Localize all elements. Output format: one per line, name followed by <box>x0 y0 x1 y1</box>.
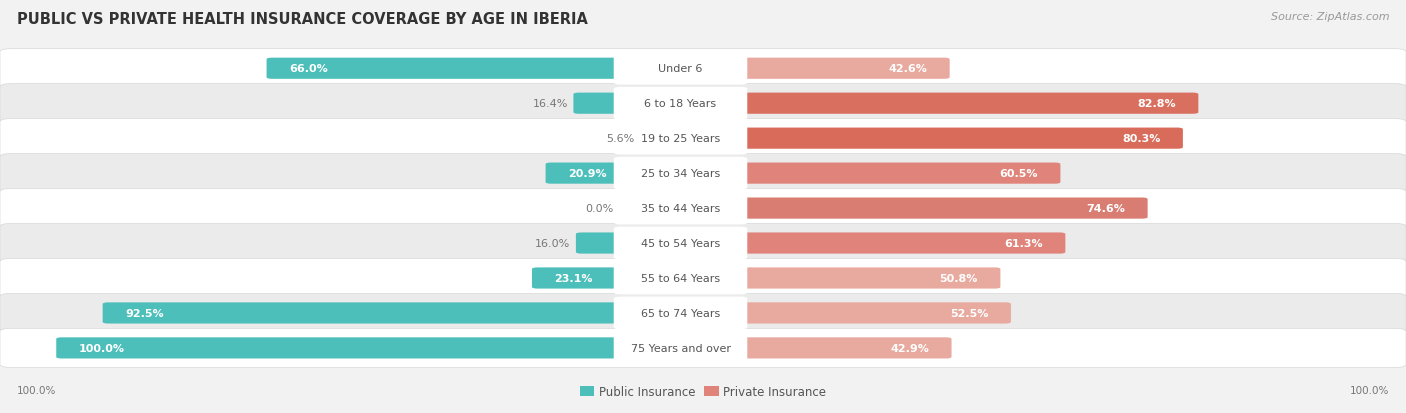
FancyBboxPatch shape <box>0 154 1406 193</box>
FancyBboxPatch shape <box>675 59 949 80</box>
FancyBboxPatch shape <box>0 84 1406 123</box>
FancyBboxPatch shape <box>267 59 686 80</box>
FancyBboxPatch shape <box>614 192 748 225</box>
Text: 50.8%: 50.8% <box>939 273 979 283</box>
Text: 65 to 74 Years: 65 to 74 Years <box>641 308 720 318</box>
Text: 19 to 25 Years: 19 to 25 Years <box>641 134 720 144</box>
Text: 6 to 18 Years: 6 to 18 Years <box>644 99 717 109</box>
Text: 82.8%: 82.8% <box>1137 99 1175 109</box>
Text: 42.6%: 42.6% <box>889 64 927 74</box>
Text: Under 6: Under 6 <box>658 64 703 74</box>
Text: 66.0%: 66.0% <box>290 64 328 74</box>
FancyBboxPatch shape <box>0 329 1406 368</box>
FancyBboxPatch shape <box>546 163 686 184</box>
FancyBboxPatch shape <box>675 303 1011 324</box>
FancyBboxPatch shape <box>675 337 952 358</box>
Text: 0.0%: 0.0% <box>585 204 614 214</box>
Text: 23.1%: 23.1% <box>554 273 593 283</box>
FancyBboxPatch shape <box>675 93 1198 114</box>
Text: 60.5%: 60.5% <box>1000 169 1038 179</box>
FancyBboxPatch shape <box>531 268 686 289</box>
FancyBboxPatch shape <box>576 233 686 254</box>
Text: 75 Years and over: 75 Years and over <box>630 343 731 353</box>
FancyBboxPatch shape <box>675 198 1147 219</box>
FancyBboxPatch shape <box>614 88 748 120</box>
Text: 5.6%: 5.6% <box>606 134 634 144</box>
FancyBboxPatch shape <box>614 262 748 294</box>
Text: Source: ZipAtlas.com: Source: ZipAtlas.com <box>1271 12 1389 22</box>
FancyBboxPatch shape <box>675 268 1001 289</box>
FancyBboxPatch shape <box>614 332 748 364</box>
Text: 35 to 44 Years: 35 to 44 Years <box>641 204 720 214</box>
Text: 45 to 54 Years: 45 to 54 Years <box>641 238 720 249</box>
Text: 42.9%: 42.9% <box>890 343 929 353</box>
Text: 100.0%: 100.0% <box>79 343 125 353</box>
FancyBboxPatch shape <box>614 157 748 190</box>
Text: 61.3%: 61.3% <box>1004 238 1043 249</box>
Text: 16.4%: 16.4% <box>533 99 568 109</box>
FancyBboxPatch shape <box>614 53 748 85</box>
FancyBboxPatch shape <box>0 50 1406 88</box>
Text: 100.0%: 100.0% <box>1350 385 1389 395</box>
FancyBboxPatch shape <box>675 233 1066 254</box>
Text: 92.5%: 92.5% <box>125 308 163 318</box>
Text: 74.6%: 74.6% <box>1087 204 1125 214</box>
Text: 55 to 64 Years: 55 to 64 Years <box>641 273 720 283</box>
FancyBboxPatch shape <box>614 227 748 260</box>
Text: 25 to 34 Years: 25 to 34 Years <box>641 169 720 179</box>
FancyBboxPatch shape <box>0 259 1406 298</box>
Legend: Public Insurance, Private Insurance: Public Insurance, Private Insurance <box>575 381 831 403</box>
FancyBboxPatch shape <box>103 303 686 324</box>
FancyBboxPatch shape <box>614 123 748 155</box>
FancyBboxPatch shape <box>56 337 686 358</box>
FancyBboxPatch shape <box>640 128 686 150</box>
FancyBboxPatch shape <box>614 297 748 330</box>
Text: 80.3%: 80.3% <box>1122 134 1160 144</box>
Text: 100.0%: 100.0% <box>17 385 56 395</box>
Text: 52.5%: 52.5% <box>950 308 988 318</box>
Text: 20.9%: 20.9% <box>568 169 607 179</box>
FancyBboxPatch shape <box>0 224 1406 263</box>
FancyBboxPatch shape <box>675 128 1182 150</box>
FancyBboxPatch shape <box>675 163 1060 184</box>
FancyBboxPatch shape <box>0 189 1406 228</box>
FancyBboxPatch shape <box>0 294 1406 333</box>
FancyBboxPatch shape <box>0 119 1406 158</box>
Text: PUBLIC VS PRIVATE HEALTH INSURANCE COVERAGE BY AGE IN IBERIA: PUBLIC VS PRIVATE HEALTH INSURANCE COVER… <box>17 12 588 27</box>
Text: 16.0%: 16.0% <box>536 238 571 249</box>
FancyBboxPatch shape <box>574 93 686 114</box>
